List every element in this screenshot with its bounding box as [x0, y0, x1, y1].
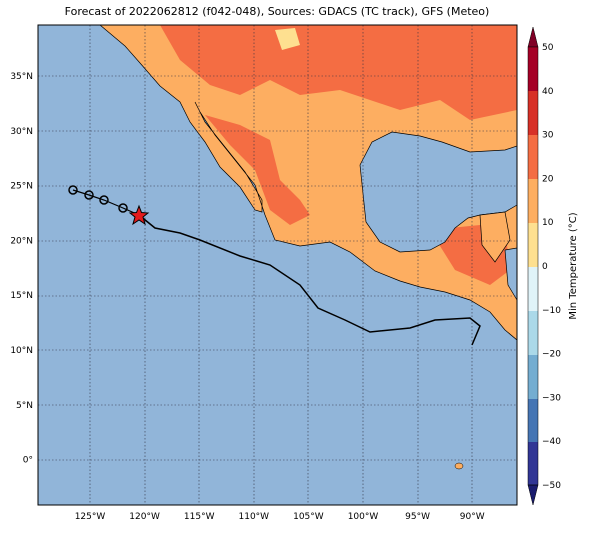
- colorbar-tick-label: 10: [542, 218, 554, 228]
- colorbar-tick-label: 0: [542, 262, 548, 272]
- colorbar-tick-label: 30: [542, 131, 554, 141]
- colorbar-ticks: 50 40 30 20 10 0 −10 −20 −30 −40 −50: [542, 43, 561, 491]
- lon-label: 90°W: [460, 512, 485, 522]
- lon-label: 125°W: [75, 512, 106, 522]
- colorbar-tick-label: −20: [542, 350, 561, 360]
- colorbar: [527, 26, 539, 506]
- colorbar-tick-label: −10: [542, 306, 561, 316]
- colorbar-tick-label: 20: [542, 174, 554, 184]
- lon-label: 105°W: [293, 512, 324, 522]
- lat-label: 25°N: [10, 182, 33, 192]
- lat-label: 35°N: [10, 72, 33, 82]
- map-area: [38, 25, 517, 505]
- map-title: Forecast of 2022062812 (f042-048), Sourc…: [65, 5, 490, 18]
- colorbar-tick-label: 40: [542, 87, 554, 97]
- colorbar-tick-label: 50: [542, 43, 554, 53]
- colorbar-tick-label: −40: [542, 437, 561, 447]
- lon-label: 115°W: [184, 512, 215, 522]
- colorbar-tick-label: −50: [542, 481, 561, 491]
- lat-label: 10°N: [10, 346, 33, 356]
- lon-labels: 125°W 120°W 115°W 110°W 105°W 100°W 95°W 90°W: [75, 512, 485, 522]
- lat-label: 5°N: [16, 401, 33, 411]
- lat-label: 0°: [23, 456, 33, 466]
- lon-label: 110°W: [239, 512, 270, 522]
- lon-label: 100°W: [348, 512, 379, 522]
- lat-label: 20°N: [10, 236, 33, 246]
- lon-label: 95°W: [405, 512, 430, 522]
- lon-label: 120°W: [129, 512, 160, 522]
- colorbar-tick-label: −30: [542, 393, 561, 403]
- colorbar-label: Min Temperature (°C): [568, 212, 579, 319]
- lat-labels: 35°N 30°N 25°N 20°N 15°N 10°N 5°N 0°: [10, 72, 33, 466]
- lat-label: 15°N: [10, 291, 33, 301]
- lat-label: 30°N: [10, 127, 33, 137]
